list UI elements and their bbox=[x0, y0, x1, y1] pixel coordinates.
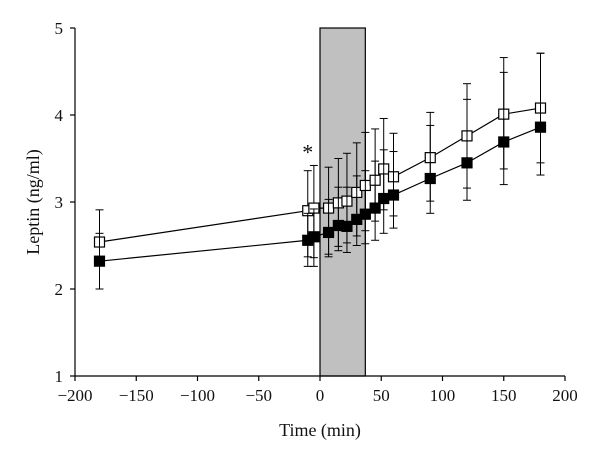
filled-square-marker bbox=[461, 157, 473, 169]
x-tick-label: −100 bbox=[180, 386, 215, 405]
significance-asterisk: * bbox=[302, 140, 313, 165]
filled-square-marker bbox=[322, 226, 335, 239]
x-axis-title: Time (min) bbox=[279, 420, 361, 441]
x-tick-label: 100 bbox=[430, 386, 456, 405]
filled-square-marker bbox=[341, 220, 353, 232]
filled-square-marker bbox=[378, 192, 390, 205]
filled-square-marker bbox=[308, 231, 320, 243]
filled-square-marker bbox=[424, 172, 436, 185]
filled-square-marker bbox=[534, 121, 547, 133]
x-tick-label: 150 bbox=[491, 386, 517, 405]
y-tick-label: 5 bbox=[55, 19, 64, 38]
x-tick-label: −50 bbox=[245, 386, 272, 405]
x-tick-label: 0 bbox=[316, 386, 325, 405]
y-tick-label: 3 bbox=[55, 193, 64, 212]
filled-square-marker bbox=[498, 136, 510, 148]
x-tick-label: 200 bbox=[552, 386, 578, 405]
y-tick-label: 2 bbox=[55, 280, 64, 299]
filled-square-marker bbox=[369, 202, 381, 214]
x-tick-label: −200 bbox=[57, 386, 92, 405]
filled-square-marker bbox=[387, 189, 400, 201]
filled-square-marker bbox=[359, 208, 371, 220]
y-tick-label: 1 bbox=[55, 367, 64, 386]
y-axis-title: Leptin (ng/ml) bbox=[23, 149, 44, 254]
filled-square-marker bbox=[93, 255, 106, 267]
x-tick-label: −150 bbox=[119, 386, 154, 405]
x-tick-label: 50 bbox=[373, 386, 390, 405]
y-tick-label: 4 bbox=[55, 106, 64, 125]
